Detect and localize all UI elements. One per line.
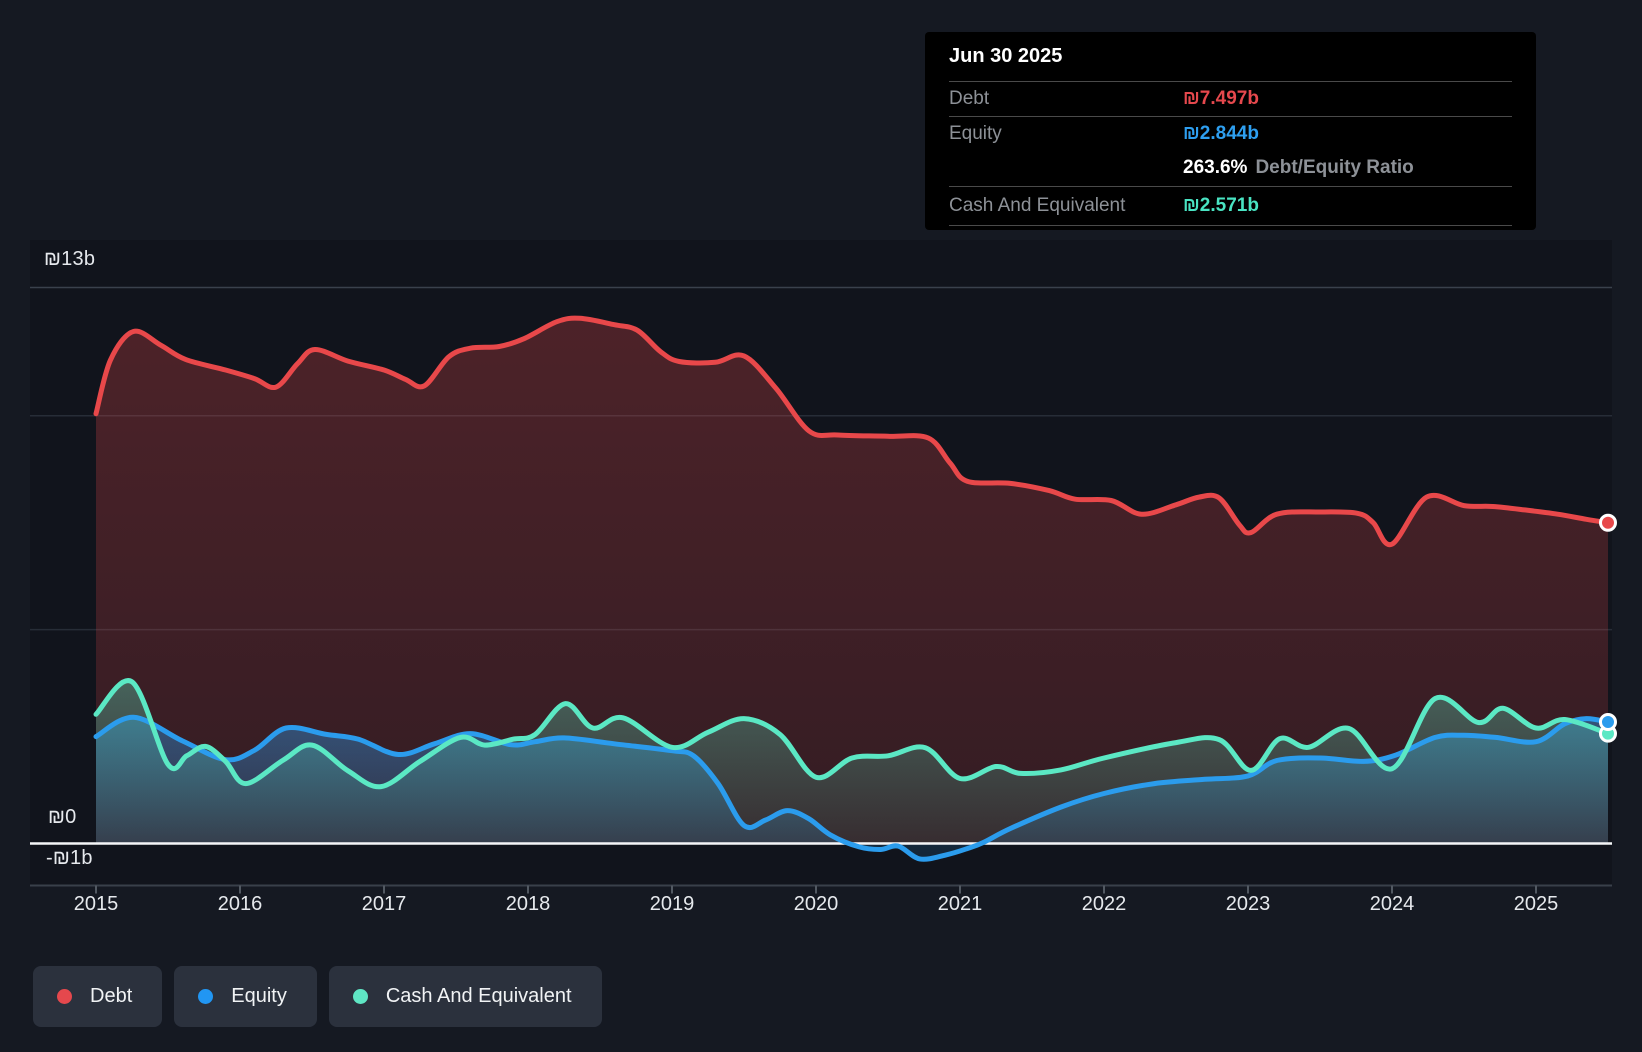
legend-item-equity[interactable]: Equity	[174, 966, 317, 1027]
equity-endpoint-marker[interactable]	[1599, 713, 1617, 732]
debt-area	[96, 318, 1608, 844]
cash-line	[93, 678, 1611, 790]
tooltip-ratio-row: 263.6% Debt/Equity Ratio	[949, 150, 1512, 187]
debt-color-dot-icon	[57, 989, 72, 1004]
cash-area	[96, 680, 1608, 844]
tooltip-debt-row: Debt ₪7.497b	[949, 82, 1512, 117]
x-axis-label-2019: 2019	[649, 893, 695, 915]
x-axis-label-2020: 2020	[793, 893, 839, 915]
x-axis-label-2024: 2024	[1369, 893, 1415, 915]
cash-color-dot-icon	[352, 989, 368, 1004]
equity-color-dot-icon	[198, 989, 214, 1004]
chart-tooltip: Jun 30 2025 Debt ₪7.497b Equity ₪2.844b …	[925, 32, 1536, 230]
y-axis-label-0: ₪0	[48, 806, 77, 828]
chart-legend: Debt Equity Cash And Equivalent	[33, 966, 602, 1027]
legend-item-cash[interactable]: Cash And Equivalent	[328, 966, 602, 1027]
tooltip-equity-value: ₪2.844b	[1183, 122, 1259, 144]
y-axis-label-13b: ₪13b	[44, 248, 96, 270]
legend-equity-label: Equity	[231, 985, 287, 1007]
tooltip-date-title: Jun 30 2025	[949, 32, 1512, 82]
equity-line	[93, 714, 1611, 862]
x-axis-label-2025: 2025	[1513, 893, 1559, 915]
tooltip-equity-row: Equity ₪2.844b	[949, 117, 1512, 150]
x-axis-label-2015: 2015	[73, 893, 119, 915]
tooltip-debt-label: Debt	[949, 88, 990, 109]
tooltip-cash-row: Cash And Equivalent ₪2.571b	[949, 187, 1512, 226]
x-axis-label-2017: 2017	[361, 893, 407, 915]
x-axis-label-2021: 2021	[937, 893, 983, 915]
legend-cash-label: Cash And Equivalent	[385, 985, 572, 1007]
x-axis-label-2022: 2022	[1081, 893, 1127, 915]
x-axis-label-2023: 2023	[1225, 893, 1271, 915]
tooltip-equity-label: Equity	[949, 122, 1002, 144]
tooltip-debt-value: ₪7.497b	[1183, 88, 1259, 109]
debt-line	[93, 315, 1611, 548]
y-axis-label-neg1b: -₪1b	[46, 847, 93, 869]
legend-item-debt[interactable]: Debt	[33, 966, 163, 1027]
tooltip-ratio-label: Debt/Equity Ratio	[1255, 157, 1414, 178]
tooltip-ratio-value: 263.6%	[1183, 157, 1248, 178]
tooltip-cash-label: Cash And Equivalent	[949, 195, 1126, 216]
x-axis-label-2018: 2018	[505, 893, 551, 915]
debt-endpoint-marker[interactable]	[1599, 513, 1617, 532]
x-axis-label-2016: 2016	[217, 893, 263, 915]
legend-debt-label: Debt	[90, 985, 133, 1007]
tooltip-cash-value: ₪2.571b	[1183, 195, 1259, 216]
